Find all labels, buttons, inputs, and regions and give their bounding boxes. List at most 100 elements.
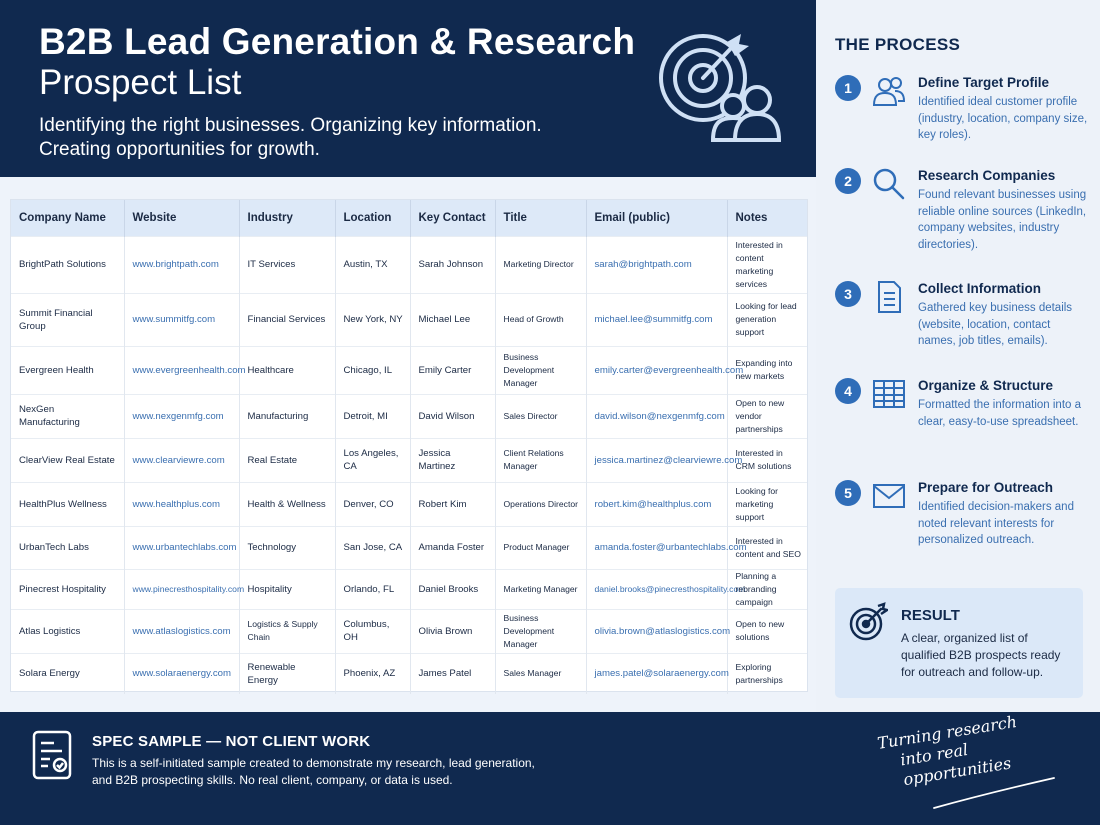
cell-website[interactable]: www.clearviewre.com	[124, 437, 240, 482]
cell-company: UrbanTech Labs	[11, 525, 125, 569]
cell-industry: Logistics & Supply Chain	[239, 608, 336, 653]
cell-title: Sales Director	[495, 393, 587, 438]
cell-location: New York, NY	[335, 292, 411, 346]
column-header[interactable]: Location	[335, 200, 411, 236]
table-row: HealthPlus Wellness www.healthplus.com Hea…	[11, 481, 807, 526]
column-header[interactable]: Notes	[727, 200, 807, 236]
cell-company: ClearView Real Estate	[11, 437, 125, 482]
cell-title: Head of Growth	[495, 292, 587, 346]
cell-contact: Olivia Brown	[410, 608, 496, 653]
cell-company: HealthPlus Wellness	[11, 481, 125, 526]
cell-notes: Open to new vendor partnerships	[727, 393, 807, 438]
page-subtitle: Prospect List	[39, 63, 242, 102]
result-description: A clear, organized list of qualified B2B…	[901, 631, 1061, 679]
cell-email[interactable]: jessica.martinez@clearviewre.com	[586, 437, 742, 482]
cell-notes: Interested in content and SEO	[727, 525, 807, 569]
column-header[interactable]: Industry	[239, 200, 336, 236]
table-icon	[873, 380, 905, 408]
cell-industry: Healthcare	[239, 345, 336, 394]
cell-email[interactable]: michael.lee@summitfg.com	[586, 292, 728, 346]
cell-website[interactable]: www.brightpath.com	[124, 235, 240, 293]
table-row: Atlas Logistics www.atlaslogistics.com Log…	[11, 608, 807, 653]
cell-location: San Jose, CA	[335, 525, 411, 569]
cell-location: Phoenix, AZ	[335, 652, 411, 694]
step-description: Identified decision-makers and noted rel…	[918, 501, 1074, 546]
step-number: 3	[835, 281, 861, 307]
column-header[interactable]: Title	[495, 200, 587, 236]
cell-title: Business Development Manager	[495, 608, 587, 653]
column-header[interactable]: Company Name	[11, 200, 125, 236]
cell-email[interactable]: sarah@brightpath.com	[586, 235, 728, 293]
envelope-icon	[873, 484, 905, 508]
cell-title: Business Development Manager	[495, 345, 587, 394]
cell-contact: Michael Lee	[410, 292, 496, 346]
table-row: NexGen Manufacturing www.nexgenmfg.com Man…	[11, 393, 807, 438]
page-title: B2B Lead Generation & Research	[39, 21, 636, 62]
footer-title: SPEC SAMPLE — NOT CLIENT WORK	[92, 733, 371, 750]
step-number: 4	[835, 378, 861, 404]
step-title: Organize & Structure	[918, 378, 1054, 393]
cell-company: Atlas Logistics	[11, 608, 125, 653]
cell-website[interactable]: www.urbantechlabs.com	[124, 525, 240, 569]
cell-website[interactable]: www.solaraenergy.com	[124, 652, 240, 694]
cell-email[interactable]: david.wilson@nexgenmfg.com	[586, 393, 728, 438]
cell-company: NexGen Manufacturing	[11, 393, 125, 438]
cell-contact: Sarah Johnson	[410, 235, 496, 293]
cell-email[interactable]: amanda.foster@urbantechlabs.com	[586, 525, 747, 569]
document-icon	[878, 281, 901, 313]
step-description: Gathered key business details (website, …	[918, 302, 1073, 347]
document-checklist-icon	[32, 730, 72, 780]
cell-notes: Interested in content marketing services	[727, 235, 807, 293]
prospect-table: Company Name Website Industry Location K…	[10, 199, 808, 694]
cell-contact: Robert Kim	[410, 481, 496, 526]
cell-industry: Technology	[239, 525, 336, 569]
table-row: UrbanTech Labs www.urbantechlabs.com Techn…	[11, 525, 807, 569]
table-row: Evergreen Health www.evergreenhealth.com H…	[11, 345, 807, 394]
cell-notes: Interested in CRM solutions	[727, 437, 807, 482]
result-title: RESULT	[901, 607, 960, 624]
column-header[interactable]: Key Contact	[410, 200, 496, 236]
cell-website[interactable]: www.pinecresthospitality.com	[124, 568, 244, 609]
table-row: Solara Energy www.solaraenergy.com Renewab…	[11, 652, 807, 694]
column-header[interactable]: Website	[124, 200, 240, 236]
cell-location: Orlando, FL	[335, 568, 411, 609]
cell-contact: Jessica Martinez	[410, 437, 496, 482]
cell-title: Marketing Manager	[495, 568, 587, 609]
table-row: Summit Financial Group www.summitfg.com Fi…	[11, 292, 807, 346]
cell-notes: Looking for marketing support	[727, 481, 807, 526]
cell-contact: Amanda Foster	[410, 525, 496, 569]
tagline-line-2: Creating opportunities for growth.	[39, 139, 320, 160]
column-header[interactable]: Email (public)	[586, 200, 728, 236]
cell-company: Pinecrest Hospitality	[11, 568, 125, 609]
cell-contact: David Wilson	[410, 393, 496, 438]
cell-title: Marketing Director	[495, 235, 587, 293]
target-icon	[849, 602, 888, 641]
step-number: 1	[835, 75, 861, 101]
cell-website[interactable]: www.atlaslogistics.com	[124, 608, 240, 653]
cell-email[interactable]: robert.kim@healthplus.com	[586, 481, 728, 526]
cell-email[interactable]: olivia.brown@atlaslogistics.com	[586, 608, 730, 653]
process-title: THE PROCESS	[835, 35, 961, 54]
step-description: Identified ideal customer profile (indus…	[918, 96, 1088, 141]
process-sidebar: THE PROCESS 1 Define Target Profile Iden…	[816, 0, 1100, 712]
step-number: 2	[835, 168, 861, 194]
users-icon	[872, 77, 906, 106]
cell-contact: James Patel	[410, 652, 496, 694]
cell-location: Denver, CO	[335, 481, 411, 526]
cell-contact: Daniel Brooks	[410, 568, 496, 609]
cell-title: Operations Director	[495, 481, 587, 526]
cell-title: Product Manager	[495, 525, 587, 569]
cell-website[interactable]: www.nexgenmfg.com	[124, 393, 240, 438]
cell-company: Solara Energy	[11, 652, 125, 694]
cell-website[interactable]: www.evergreenhealth.com	[124, 345, 246, 394]
step-title: Prepare for Outreach	[918, 480, 1054, 495]
cell-website[interactable]: www.summitfg.com	[124, 292, 240, 346]
footer-description: This is a self-initiated sample created …	[92, 756, 535, 787]
cell-notes: Expanding into new markets	[727, 345, 807, 394]
cell-website[interactable]: www.healthplus.com	[124, 481, 240, 526]
cell-email[interactable]: daniel.brooks@pinecresthospitality.com	[586, 568, 745, 609]
cell-email[interactable]: james.patel@solaraenergy.com	[586, 652, 729, 694]
prospect-table-grid: Company Name Website Industry Location K…	[11, 200, 807, 694]
cell-email[interactable]: emily.carter@evergreenhealth.com	[586, 345, 743, 394]
swoosh-underline	[933, 777, 1055, 809]
